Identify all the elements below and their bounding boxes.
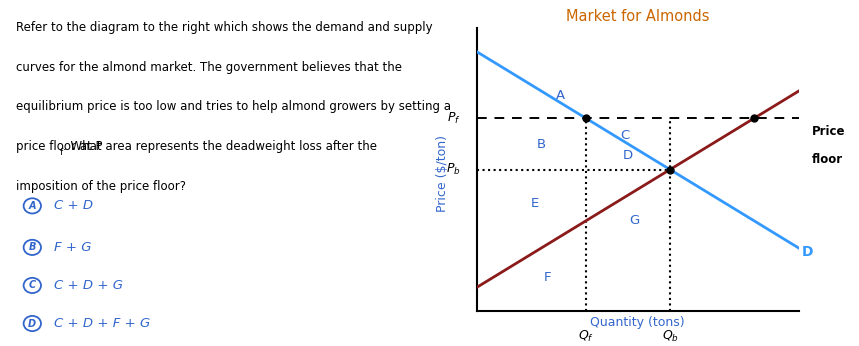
Text: C + D + F + G: C + D + F + G — [54, 317, 150, 330]
Title: Market for Almonds: Market for Almonds — [566, 9, 710, 24]
Text: $Q_f$: $Q_f$ — [578, 328, 594, 344]
Text: B: B — [28, 243, 36, 252]
X-axis label: Quantity (tons): Quantity (tons) — [590, 316, 685, 329]
Text: $Q_b$: $Q_b$ — [661, 328, 679, 344]
Text: A: A — [556, 89, 565, 102]
Text: F: F — [544, 271, 551, 284]
Text: C + D: C + D — [54, 199, 93, 212]
Text: F + G: F + G — [54, 241, 92, 254]
Text: D: D — [623, 149, 633, 162]
Text: D: D — [802, 245, 813, 259]
Text: A: A — [28, 201, 36, 211]
Text: C: C — [620, 129, 630, 142]
Text: E: E — [531, 197, 539, 210]
Text: f: f — [59, 148, 63, 157]
Text: C: C — [28, 281, 36, 290]
Text: $P_f$: $P_f$ — [447, 111, 460, 126]
Text: B: B — [537, 137, 545, 151]
Text: curves for the almond market. The government believes that the: curves for the almond market. The govern… — [16, 61, 403, 74]
Text: D: D — [28, 319, 36, 328]
Text: imposition of the price floor?: imposition of the price floor? — [16, 180, 186, 193]
Text: Refer to the diagram to the right which shows the demand and supply: Refer to the diagram to the right which … — [16, 21, 433, 34]
Text: equilibrium price is too low and tries to help almond growers by setting a: equilibrium price is too low and tries t… — [16, 100, 452, 113]
Text: . What area represents the deadweight loss after the: . What area represents the deadweight lo… — [63, 140, 376, 153]
Text: C + D + G: C + D + G — [54, 279, 123, 292]
Text: $P_b$: $P_b$ — [446, 162, 460, 177]
Text: G: G — [630, 214, 640, 227]
Text: Price ($/ton): Price ($/ton) — [436, 135, 449, 211]
Text: floor: floor — [812, 153, 843, 166]
Text: price floor at P: price floor at P — [16, 140, 103, 153]
Text: Price: Price — [812, 125, 845, 138]
